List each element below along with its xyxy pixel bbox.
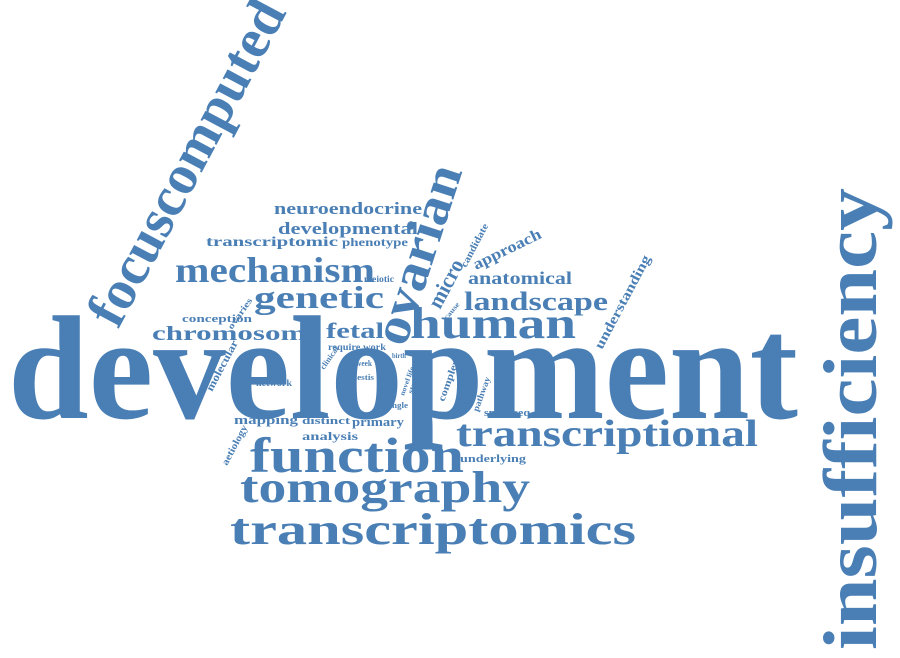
word-snrnaseq: snrnaseq <box>484 408 531 419</box>
word-testis: testis <box>354 373 374 382</box>
word-analysis: analysis <box>302 429 358 443</box>
word-transcriptional: transcriptional <box>456 413 758 455</box>
word-transcriptomics: transcriptomics <box>230 505 636 554</box>
word-woman: woman <box>379 375 388 406</box>
word-week: week <box>356 359 373 368</box>
word-fetal: fetal <box>326 318 384 343</box>
word-underlying: underlying <box>460 453 527 465</box>
word-meiotic: meiotic <box>364 274 394 284</box>
word-function: function <box>250 427 464 483</box>
word-anatomical: anatomical <box>468 268 572 288</box>
word-mechanism: mechanism <box>175 250 375 290</box>
word-transcriptomic: transcriptomic <box>206 235 338 250</box>
word-tomography: tomography <box>240 463 530 512</box>
word-human: human <box>410 299 576 348</box>
word-phenotype: phenotype <box>342 235 409 249</box>
word-distinct: distinct <box>302 415 350 427</box>
word-neuroendocrine: neuroendocrine <box>274 199 423 218</box>
word-development: development <box>8 287 798 451</box>
word-conception: conception <box>182 313 252 325</box>
word-single: single <box>386 401 409 410</box>
word-primary: primary <box>352 414 405 429</box>
word-genetic: genetic <box>254 279 384 315</box>
word-network: network <box>256 378 292 388</box>
word-insufficiency: insufficiency <box>809 188 893 650</box>
word-chromosome: chromosome <box>152 323 320 345</box>
word-require-work: require work <box>328 342 386 352</box>
word-mapping: mapping <box>234 412 299 427</box>
word-landscape: landscape <box>464 287 608 316</box>
word-developmental: developmental <box>278 219 418 238</box>
word-birth: birth <box>392 352 406 360</box>
